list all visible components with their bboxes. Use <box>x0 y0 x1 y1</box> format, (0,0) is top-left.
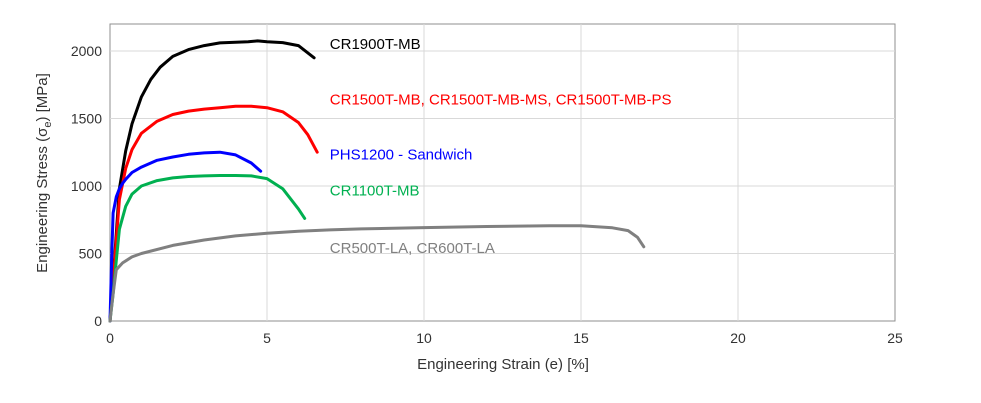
tick-labels: 0 5 10 15 20 25 0 500 1000 1500 2000 <box>71 43 903 346</box>
series-line <box>108 39 316 323</box>
y-axis-title-end: ) [MPa] <box>34 73 51 121</box>
series-label: CR1900T-MB <box>330 36 421 53</box>
y-tick-label: 1500 <box>71 111 102 127</box>
x-tick-label: 25 <box>887 330 903 346</box>
y-tick-label: 500 <box>79 246 103 262</box>
series-line <box>108 174 307 323</box>
x-axis-title: Engineering Strain (e) [%] <box>417 356 589 373</box>
series-label: CR500T-LA, CR600T-LA <box>330 240 495 257</box>
series-line <box>108 150 263 323</box>
series-line <box>108 224 646 323</box>
series-labels: CR1900T-MB CR1500T-MB, CR1500T-MB-MS, CR1… <box>330 36 672 257</box>
series-label: CR1500T-MB, CR1500T-MB-MS, CR1500T-MB-PS <box>330 91 672 108</box>
y-axis-title: Engineering Stress (σe) [MPa] <box>34 73 54 273</box>
plot-area <box>109 23 896 322</box>
series-label: CR1100T-MB <box>330 182 420 199</box>
series-lines <box>108 39 646 323</box>
series-label: PHS1200 - Sandwich <box>330 146 473 163</box>
series-line <box>108 104 319 323</box>
x-tick-label: 10 <box>416 330 432 346</box>
x-tick-label: 15 <box>573 330 589 346</box>
x-tick-label: 5 <box>263 330 271 346</box>
y-axis-title-subscript: e <box>42 122 54 128</box>
y-axis-title-main: Engineering Stress (σ <box>34 127 51 273</box>
y-tick-label: 1000 <box>71 178 102 194</box>
y-tick-label: 2000 <box>71 43 102 59</box>
y-tick-label: 0 <box>94 313 102 329</box>
x-tick-label: 20 <box>730 330 746 346</box>
grid <box>110 24 895 321</box>
x-tick-label: 0 <box>106 330 114 346</box>
